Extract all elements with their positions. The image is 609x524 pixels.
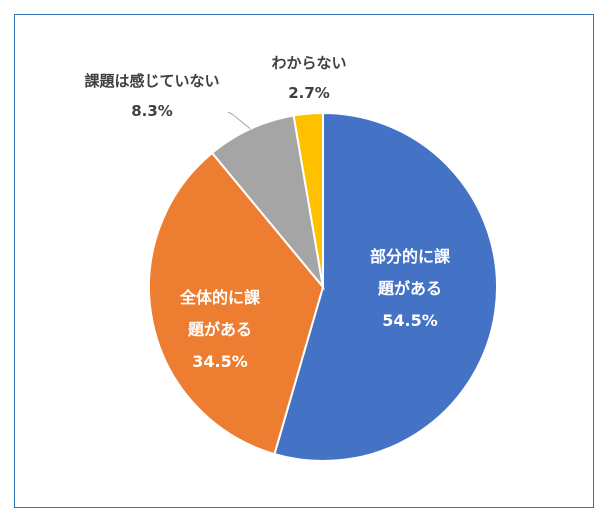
pie-slice-1 [273,111,498,462]
slice-value-label-2: 34.5% [192,352,248,371]
leader-lines [227,111,251,130]
pie-slices [148,111,498,462]
slice-value-label-3: 8.3% [131,102,173,120]
slice-name-label-2: 題がある [188,320,252,339]
slice-labels: 部分的に課題がある54.5%全体的に課題がある34.5%課題は感じていない8.3… [84,54,451,371]
slice-name-label-1: 部分的に課 [370,247,451,266]
slice-value-label-1: 54.5% [382,311,438,330]
slice-value-label-4: 2.7% [288,84,330,102]
leader-line-not-felt [227,111,251,130]
pie-slice-2 [148,151,325,456]
pie-slice-4 [292,111,324,288]
slice-name-label-4: わからない [271,54,346,72]
pie-slice-3 [210,114,325,291]
slice-name-label-1: 題がある [378,279,442,298]
slice-name-label-3: 課題は感じていない [84,72,219,90]
slice-name-label-2: 全体的に課 [179,288,261,307]
